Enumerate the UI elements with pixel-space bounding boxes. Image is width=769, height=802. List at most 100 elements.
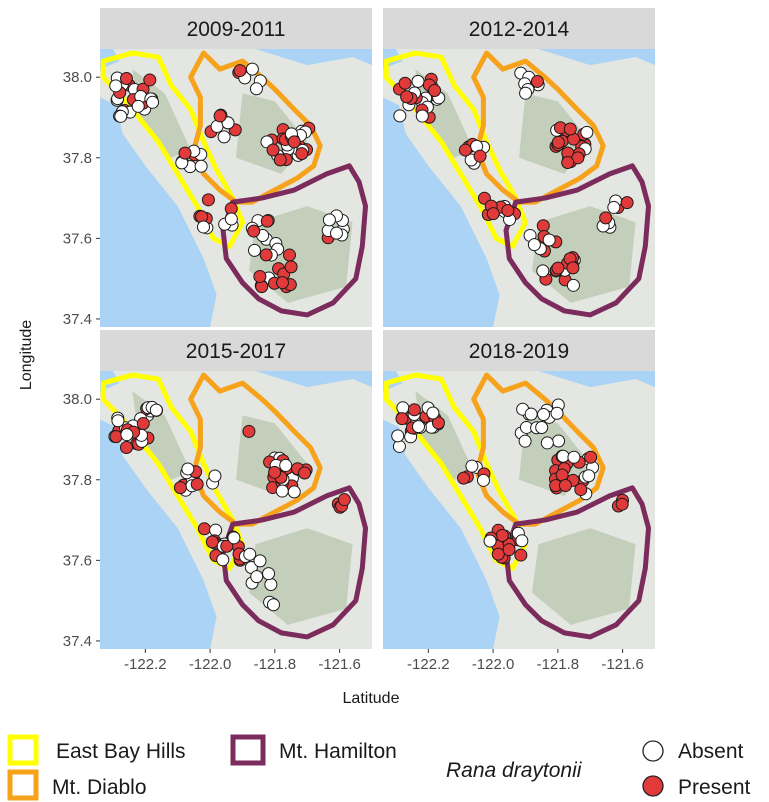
mt-hamilton-boundary: [220, 163, 369, 318]
map-panel: 2018-2019 -122.2 -122.0 -121.8 -121.6: [383, 330, 655, 673]
mt-diablo-boundary: [471, 372, 606, 527]
absent-point: [114, 109, 128, 123]
legend-key-mt-hamilton: [230, 734, 266, 766]
y-tick-label: 37.4: [63, 633, 92, 650]
absent-point: [322, 213, 336, 227]
present-point: [201, 193, 215, 207]
panel-title: 2012-2014: [469, 18, 570, 41]
absent-point: [243, 547, 257, 561]
present-point: [275, 276, 289, 290]
present-point: [431, 416, 445, 430]
present-point: [247, 224, 261, 238]
present-point: [584, 450, 598, 464]
absent-point: [391, 429, 405, 443]
map-panel: 2012-2014: [383, 8, 655, 327]
panel-title: 2009-2011: [187, 18, 286, 41]
map-area: [100, 371, 372, 649]
x-tick-label: -122.2: [407, 656, 450, 673]
map-area: [100, 49, 372, 327]
present-point: [259, 248, 273, 262]
present-point: [457, 471, 471, 485]
present-point: [398, 76, 412, 90]
present-point: [213, 109, 227, 123]
present-point: [197, 522, 211, 536]
absent-point: [249, 82, 263, 96]
absent-point: [266, 598, 280, 612]
absent-point: [250, 570, 264, 584]
east-bay-hills-boundary: [100, 50, 245, 249]
legend-label-east-bay-hills: East Bay Hills: [56, 740, 186, 763]
present-point: [530, 74, 544, 88]
map-panels: 2009-2011 37.4 37.6 37.8 38.0 2012-2014 2015-2…: [63, 8, 655, 673]
panel-title: 2018-2019: [469, 340, 569, 363]
absent-point: [607, 200, 621, 214]
y-tick-label: 37.8: [63, 472, 92, 489]
absent-point: [518, 434, 532, 448]
panel-strip: [100, 8, 372, 49]
absent-point: [527, 238, 541, 252]
panel-strip: [383, 8, 655, 49]
absent-point: [537, 408, 551, 422]
map-panel: 2009-2011 37.4 37.6 37.8 38.0: [63, 8, 372, 328]
present-point: [551, 261, 565, 275]
mt-hamilton-boundary: [503, 485, 652, 640]
present-point: [620, 196, 634, 210]
absent-point: [540, 436, 554, 450]
present-point: [190, 477, 204, 491]
absent-point: [287, 485, 301, 499]
absent-point: [396, 401, 410, 415]
y-axis-title: Longitude: [18, 320, 35, 390]
absent-point: [566, 278, 580, 292]
present-point: [495, 528, 509, 542]
y-tick-label: 37.6: [63, 552, 92, 569]
absent-point: [412, 420, 426, 434]
present-point: [178, 146, 192, 160]
x-tick-label: -122.2: [124, 656, 167, 673]
absent-point: [515, 534, 529, 548]
map-panel: 2015-2017 37.4 37.6 37.8 38.0 -122.2 -122.0 -12…: [63, 330, 372, 673]
absent-point: [264, 577, 278, 591]
legend-label-mt-diablo: Mt. Diablo: [52, 776, 147, 799]
absent-point: [556, 449, 570, 463]
present-point: [233, 64, 247, 78]
present-point: [514, 548, 528, 562]
absent-point: [209, 523, 223, 537]
x-tick-label: -121.6: [601, 656, 644, 673]
absent-point: [550, 406, 564, 420]
absent-point: [279, 458, 293, 472]
absent-point: [208, 469, 222, 483]
basemap-water: [100, 97, 217, 327]
y-tick-label: 38.0: [63, 69, 92, 86]
basemap-water: [383, 97, 500, 327]
absent-point: [535, 421, 549, 435]
present-point: [295, 147, 309, 161]
absent-point: [262, 567, 276, 581]
present-point: [400, 90, 414, 104]
present-point: [242, 424, 256, 438]
present-point: [615, 497, 629, 511]
basemap-hills: [531, 528, 636, 625]
basemap-water: [255, 49, 372, 66]
present-point: [298, 466, 312, 480]
absent-point: [194, 159, 208, 173]
present-point: [473, 149, 487, 163]
present-point: [561, 156, 575, 170]
mt-diablo-boundary: [188, 372, 323, 527]
panel-strip: [383, 330, 655, 371]
legend-label-mt-hamilton: Mt. Hamilton: [279, 740, 397, 763]
legend-key-absent: [642, 740, 664, 762]
y-tick-label: 37.4: [63, 311, 92, 328]
absent-point: [248, 243, 262, 257]
legend-key-east-bay-hills: [7, 734, 39, 766]
present-point: [395, 412, 409, 426]
legend: East Bay Hills Mt. Diablo Mt. Hamilton R…: [7, 734, 751, 801]
present-point: [287, 135, 301, 149]
basemap-water: [383, 419, 500, 649]
absent-point: [392, 439, 406, 453]
present-point: [220, 539, 234, 553]
present-point: [283, 248, 297, 262]
present-point: [173, 481, 187, 495]
panel-title: 2015-2017: [186, 340, 286, 363]
absent-point: [146, 95, 160, 109]
